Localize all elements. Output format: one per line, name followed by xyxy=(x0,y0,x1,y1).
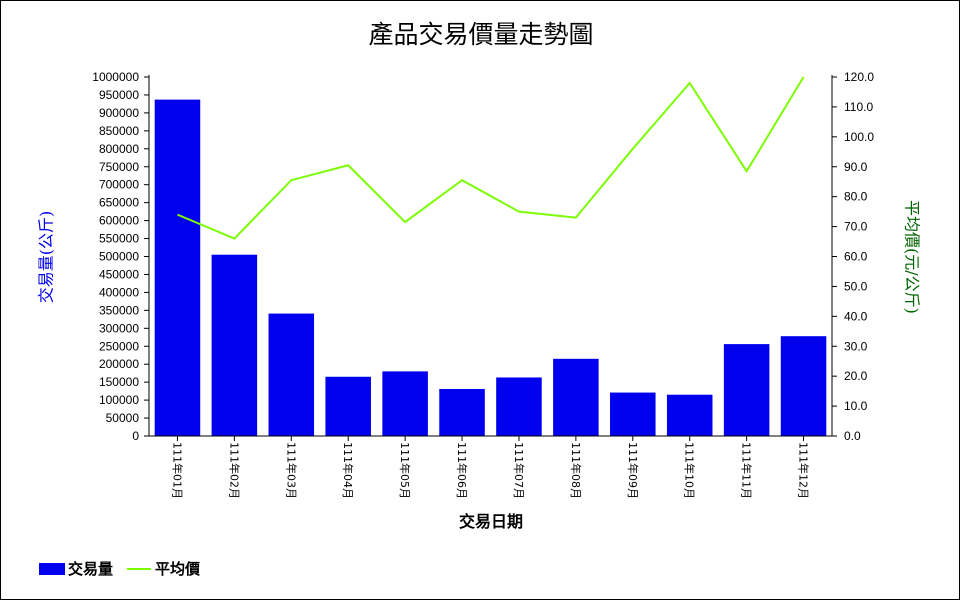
y2-tick-label-4: 40.0 xyxy=(844,309,868,323)
y-tick-label-17: 850000 xyxy=(99,124,139,138)
y2-tick-label-6: 60.0 xyxy=(844,250,868,264)
y2-tick-label-11: 110.0 xyxy=(844,100,873,114)
y-tick-label-8: 400000 xyxy=(99,285,139,299)
bar-4 xyxy=(325,376,371,436)
y-tick-label-16: 800000 xyxy=(99,142,139,156)
legend-swatch-volume xyxy=(39,562,65,575)
bar-10 xyxy=(666,394,713,436)
y-tick-label-9: 450000 xyxy=(99,267,139,281)
bar-5 xyxy=(382,371,428,436)
legend-item-avg-price: 平均價 xyxy=(127,558,200,579)
y2-tick-label-10: 100.0 xyxy=(844,130,874,144)
x-tick-label-1: 111年01月 xyxy=(170,442,184,499)
y-tick-label-18: 900000 xyxy=(99,106,139,120)
y2-tick-label-1: 10.0 xyxy=(844,399,868,413)
y-tick-label-6: 300000 xyxy=(99,321,139,335)
x-tick-label-10: 111年10月 xyxy=(683,442,697,499)
bar-2 xyxy=(211,254,258,436)
x-tick-label-4: 111年04月 xyxy=(341,442,355,499)
y2-axis-title: 平均價(元/公斤) xyxy=(903,200,922,314)
bar-12 xyxy=(780,336,827,436)
y-tick-label-13: 650000 xyxy=(99,196,139,210)
x-tick-label-9: 111年09月 xyxy=(626,442,640,499)
x-tick-label-12: 111年12月 xyxy=(797,442,811,499)
y-tick-label-5: 250000 xyxy=(99,339,139,353)
y-tick-label-4: 200000 xyxy=(99,357,139,371)
x-axis-title: 交易日期 xyxy=(459,512,523,531)
y2-tick-label-8: 80.0 xyxy=(844,190,868,204)
y-axis-title: 交易量(公斤) xyxy=(37,211,56,304)
chart-title: 產品交易價量走勢圖 xyxy=(368,20,593,49)
x-tick-label-2: 111年02月 xyxy=(227,442,241,499)
y2-tick-label-2: 20.0 xyxy=(844,369,868,383)
avg-price-line xyxy=(177,76,805,240)
bar-7 xyxy=(496,377,542,436)
bar-1 xyxy=(154,99,201,437)
y-tick-label-1: 50000 xyxy=(106,411,140,425)
y2-tick-label-12: 120.0 xyxy=(844,70,874,84)
bar-11 xyxy=(723,344,770,436)
y2-tick-label-0: 0.0 xyxy=(844,429,861,443)
x-tick-label-11: 111年11月 xyxy=(740,442,754,499)
bar-8 xyxy=(553,358,599,436)
x-tick-label-5: 111年05月 xyxy=(398,442,412,499)
y2-tick-label-5: 50.0 xyxy=(844,279,868,293)
x-tick-label-6: 111年06月 xyxy=(455,442,469,499)
y-tick-label-15: 750000 xyxy=(99,160,139,174)
x-tick-label-3: 111年03月 xyxy=(284,442,298,499)
legend-item-volume: 交易量 xyxy=(39,558,113,579)
y2-tick-label-3: 30.0 xyxy=(844,339,868,353)
x-tick-label-8: 111年08月 xyxy=(569,442,583,499)
y-tick-label-14: 700000 xyxy=(99,178,139,192)
y-tick-label-11: 550000 xyxy=(99,232,139,246)
y-tick-label-2: 100000 xyxy=(99,393,139,407)
y-tick-label-0: 0 xyxy=(132,429,139,443)
legend-label-volume: 交易量 xyxy=(68,560,114,578)
y2-tick-label-9: 90.0 xyxy=(844,160,868,174)
legend-label-avg-price: 平均價 xyxy=(155,560,201,578)
x-tick-label-7: 111年07月 xyxy=(512,442,526,499)
y-tick-label-3: 150000 xyxy=(99,375,139,389)
y-tick-label-7: 350000 xyxy=(99,303,139,317)
bar-9 xyxy=(610,392,656,436)
bar-6 xyxy=(439,388,485,436)
y2-tick-label-7: 70.0 xyxy=(844,220,868,234)
y-tick-label-19: 950000 xyxy=(99,88,139,102)
y-tick-label-20: 1000000 xyxy=(92,70,139,84)
bar-3 xyxy=(268,313,315,436)
y-tick-label-10: 500000 xyxy=(99,250,139,264)
legend: 交易量 平均價 xyxy=(39,558,214,579)
y-tick-label-12: 600000 xyxy=(99,214,139,228)
legend-swatch-avg-price xyxy=(127,567,152,570)
